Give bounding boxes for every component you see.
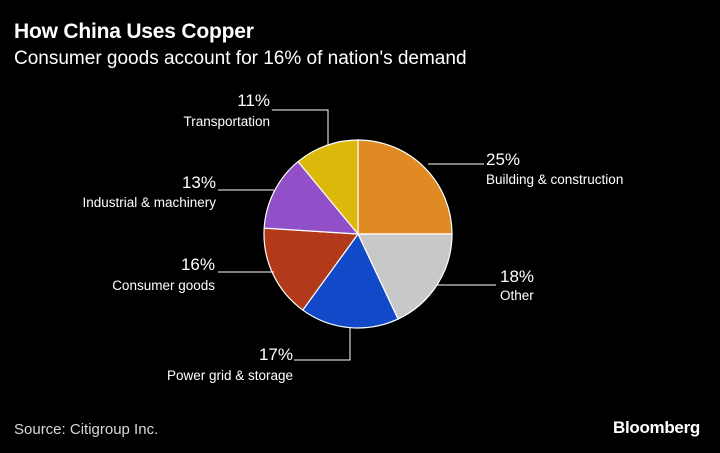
pie-slice-transportation xyxy=(297,139,359,236)
pie-slice-consumer-goods xyxy=(263,227,360,311)
pie-slice-industrial-machinery xyxy=(263,160,360,235)
slice-value-label-other: 18% xyxy=(500,267,534,286)
pie-slice-other xyxy=(357,233,453,320)
slice-category-label-building-construction: Building & construction xyxy=(486,172,623,187)
slice-value-label-power-grid-storage: 17% xyxy=(259,345,293,364)
slice-value-label-industrial-machinery: 13% xyxy=(182,173,216,192)
slice-category-label-industrial-machinery: Industrial & machinery xyxy=(82,195,216,210)
source-note: Source: Citigroup Inc. xyxy=(14,421,159,438)
chart-subtitle: Consumer goods account for 16% of nation… xyxy=(14,48,467,69)
bloomberg-logo: Bloomberg xyxy=(612,418,700,437)
slice-category-label-power-grid-storage: Power grid & storage xyxy=(167,368,293,383)
slice-value-label-consumer-goods: 16% xyxy=(181,255,215,274)
slice-category-label-other: Other xyxy=(500,288,534,303)
leader-line-power-grid-storage xyxy=(294,328,351,361)
slice-value-label-transportation: 11% xyxy=(237,91,270,110)
slice-value-label-building-construction: 25% xyxy=(486,150,520,169)
chart-title: How China Uses Copper xyxy=(14,20,254,43)
slice-category-label-transportation: Transportation xyxy=(183,114,270,129)
slice-category-label-consumer-goods: Consumer goods xyxy=(112,278,215,293)
pie-slice-power-grid-storage xyxy=(301,232,399,329)
pie-slice-building-construction xyxy=(357,139,453,235)
leader-line-transportation xyxy=(272,109,329,146)
